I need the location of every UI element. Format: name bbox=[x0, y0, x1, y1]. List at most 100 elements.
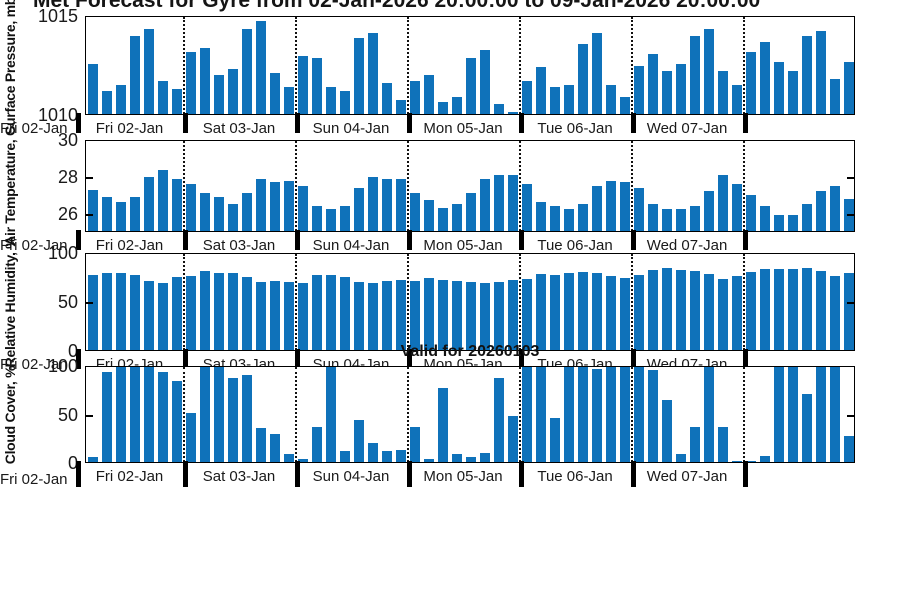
bar bbox=[620, 96, 630, 114]
bar bbox=[746, 51, 756, 114]
bar bbox=[228, 378, 238, 462]
day-gridline bbox=[631, 367, 633, 462]
bar bbox=[522, 367, 532, 462]
bar bbox=[340, 205, 350, 231]
bar bbox=[592, 186, 602, 231]
bar bbox=[452, 454, 462, 462]
day-gridline bbox=[183, 17, 185, 114]
bar bbox=[592, 368, 602, 462]
bar bbox=[242, 193, 252, 231]
bar bbox=[424, 75, 434, 114]
day-label: Tue 06-Jan bbox=[537, 120, 613, 137]
bar bbox=[186, 184, 196, 231]
bar bbox=[788, 269, 798, 350]
bar bbox=[732, 184, 742, 231]
bar bbox=[228, 204, 238, 231]
day-tick-mark bbox=[183, 349, 188, 369]
bar bbox=[844, 436, 854, 462]
day-tick-mark bbox=[407, 113, 412, 133]
day-tick-mark bbox=[295, 461, 300, 487]
day-tick-mark bbox=[519, 461, 524, 487]
bar bbox=[186, 276, 196, 350]
bar bbox=[102, 371, 112, 462]
bar bbox=[438, 387, 448, 462]
bar bbox=[410, 426, 420, 462]
bar bbox=[312, 205, 322, 231]
bar bbox=[564, 273, 574, 350]
bar bbox=[116, 84, 126, 114]
bar bbox=[620, 182, 630, 231]
bar bbox=[298, 459, 308, 462]
bar bbox=[564, 367, 574, 462]
bar bbox=[550, 418, 560, 462]
bar bbox=[200, 271, 210, 350]
bar bbox=[760, 269, 770, 350]
day-gridline bbox=[519, 254, 521, 350]
day-gridline bbox=[183, 367, 185, 462]
relative-humidity-ytick: 50 bbox=[57, 292, 78, 312]
bar bbox=[816, 30, 826, 114]
bar bbox=[382, 280, 392, 350]
day-label: Sat 03-Jan bbox=[202, 237, 276, 254]
day-tick-mark bbox=[76, 230, 81, 250]
bar bbox=[368, 32, 378, 114]
bar bbox=[536, 367, 546, 462]
bar bbox=[144, 367, 154, 462]
bar bbox=[256, 427, 266, 462]
bar bbox=[480, 49, 490, 114]
bar bbox=[396, 279, 406, 350]
bar bbox=[424, 200, 434, 231]
bar bbox=[634, 367, 644, 462]
day-tick-mark bbox=[519, 113, 524, 133]
bar bbox=[634, 187, 644, 231]
ytick-mark bbox=[86, 414, 93, 417]
ytick-mark bbox=[86, 176, 93, 179]
bar bbox=[760, 42, 770, 114]
bar bbox=[438, 207, 448, 231]
day-tick-mark bbox=[519, 230, 524, 250]
bar bbox=[116, 367, 126, 462]
bar bbox=[326, 367, 336, 462]
day-tick-mark bbox=[631, 230, 636, 250]
cloud-cover-panel bbox=[85, 366, 855, 463]
day-gridline bbox=[519, 367, 521, 462]
bar bbox=[102, 196, 112, 231]
bar bbox=[690, 426, 700, 462]
bar bbox=[368, 282, 378, 350]
day-gridline bbox=[519, 141, 521, 231]
air-temperature-panel bbox=[85, 140, 855, 232]
bar bbox=[284, 86, 294, 114]
bar bbox=[466, 457, 476, 462]
edge-day-label: Fri 02-Jan bbox=[0, 471, 68, 488]
bar bbox=[676, 454, 686, 462]
day-tick-mark bbox=[76, 113, 81, 133]
bar bbox=[620, 278, 630, 350]
bar bbox=[438, 279, 448, 350]
bar bbox=[788, 71, 798, 114]
bar bbox=[760, 205, 770, 231]
air-temperature-ytick: 30 bbox=[57, 130, 78, 150]
day-gridline bbox=[295, 141, 297, 231]
bar bbox=[788, 367, 798, 462]
bar bbox=[830, 79, 840, 114]
day-tick-mark bbox=[183, 113, 188, 133]
day-label: Fri 02-Jan bbox=[95, 237, 164, 254]
bar bbox=[578, 367, 588, 462]
bar bbox=[88, 189, 98, 231]
day-gridline bbox=[631, 254, 633, 350]
day-tick-mark bbox=[183, 230, 188, 250]
bar bbox=[354, 187, 364, 231]
ytick-mark bbox=[86, 302, 93, 304]
bar bbox=[536, 67, 546, 114]
day-gridline bbox=[183, 141, 185, 231]
bar bbox=[732, 276, 742, 350]
relative-humidity-panel bbox=[85, 253, 855, 351]
bar bbox=[130, 367, 140, 462]
bar bbox=[718, 426, 728, 462]
bar bbox=[774, 269, 784, 350]
bar bbox=[606, 276, 616, 350]
day-tick-mark bbox=[743, 461, 748, 487]
day-label: Wed 07-Jan bbox=[646, 120, 728, 137]
bar bbox=[144, 177, 154, 231]
bar bbox=[158, 81, 168, 114]
